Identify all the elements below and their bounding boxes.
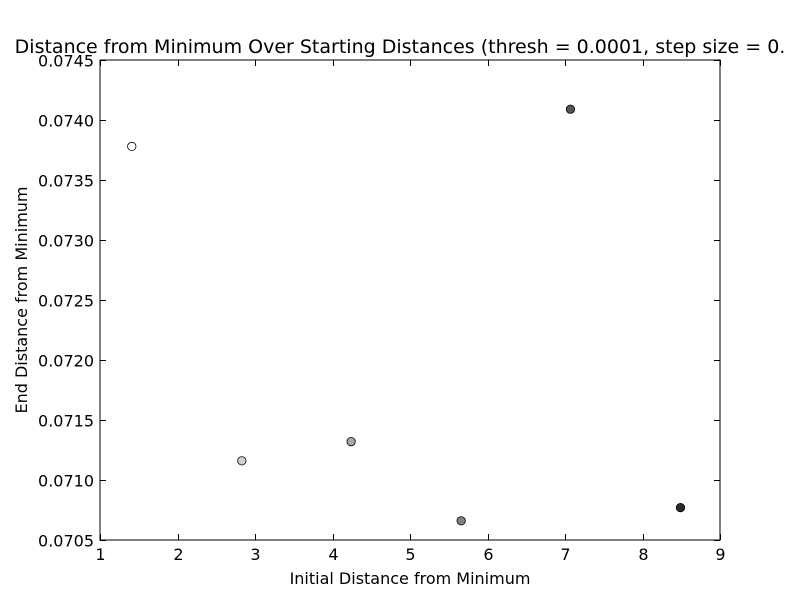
scatter-point [127, 141, 137, 151]
y-tick-label: 0.0745 [38, 52, 94, 71]
chart-title: Distance from Minimum Over Starting Dist… [15, 36, 786, 58]
y-tick-label: 0.0730 [38, 232, 94, 251]
ticks-layer: 1 2 3 4 5 6 7 8 9 0.0705 0.0710 0.0715 0.0720 0.0725 0… [38, 52, 726, 565]
scatter-point [565, 104, 576, 114]
points-layer [127, 104, 686, 526]
x-tick-label: 6 [483, 545, 493, 564]
y-axis-label: End Distance from Minimum [12, 186, 31, 413]
scatter-point [675, 502, 686, 513]
x-tick-label: 3 [250, 545, 260, 564]
scatter-point [346, 436, 356, 447]
y-tick-label: 0.0710 [38, 472, 94, 491]
x-tick-label: 4 [328, 545, 338, 564]
y-tick-label: 0.0735 [38, 172, 94, 191]
y-tick-label: 0.0720 [38, 352, 94, 371]
y-tick-label: 0.0740 [38, 112, 94, 131]
x-tick-label: 1 [95, 545, 105, 564]
x-tick-label: 9 [715, 545, 725, 564]
plot-frame [99, 59, 721, 541]
scatter-point [456, 516, 466, 526]
y-tick-label: 0.0705 [38, 532, 94, 551]
x-axis-label: Initial Distance from Minimum [290, 569, 531, 588]
y-tick-label: 0.0725 [38, 292, 94, 311]
x-tick-label: 2 [173, 545, 183, 564]
x-tick-label: 8 [638, 545, 648, 564]
x-tick-label: 7 [560, 545, 570, 564]
scatter-point [237, 456, 247, 466]
x-tick-label: 5 [405, 545, 415, 564]
y-tick-label: 0.0715 [38, 412, 94, 431]
